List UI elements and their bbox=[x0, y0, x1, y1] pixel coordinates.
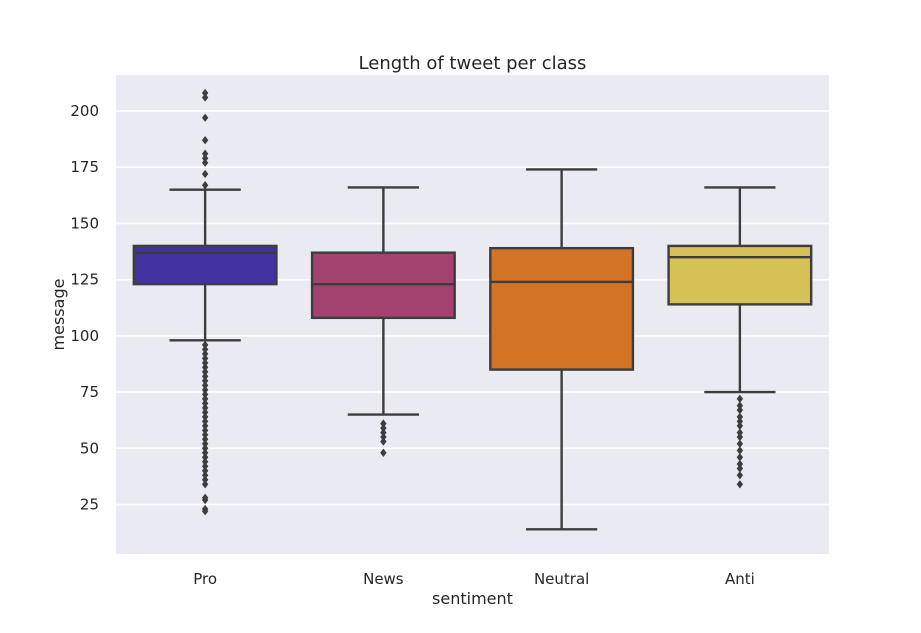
outlier-point bbox=[201, 504, 209, 514]
outlier-point bbox=[736, 453, 744, 462]
outlier-point bbox=[201, 158, 209, 167]
outlier-point bbox=[201, 363, 209, 372]
outlier-point bbox=[380, 423, 387, 433]
outlier-point bbox=[736, 401, 744, 410]
outlier-point bbox=[201, 349, 209, 359]
y-tick-label: 50 bbox=[80, 439, 99, 457]
outlier-point bbox=[201, 457, 209, 466]
outlier-point bbox=[201, 421, 209, 430]
outlier-point bbox=[380, 448, 387, 457]
outlier-point bbox=[736, 432, 744, 442]
outlier-point bbox=[201, 381, 209, 390]
outlier-point bbox=[201, 340, 209, 350]
y-axis-label: message bbox=[49, 279, 68, 351]
y-tick-label: 75 bbox=[80, 383, 99, 401]
outlier-point bbox=[736, 439, 744, 448]
outlier-point bbox=[201, 93, 209, 102]
outlier-point bbox=[201, 154, 209, 163]
outlier-point bbox=[201, 394, 209, 403]
outlier-point bbox=[201, 417, 209, 426]
box-iqr bbox=[489, 246, 635, 371]
outlier-point bbox=[201, 88, 209, 98]
y-tick-label: 25 bbox=[80, 496, 99, 514]
outlier-point bbox=[201, 435, 209, 444]
outlier-point bbox=[736, 480, 744, 489]
outlier-point bbox=[201, 480, 209, 489]
outlier-point bbox=[201, 466, 209, 475]
outlier-point bbox=[380, 419, 387, 428]
outlier-point bbox=[201, 448, 209, 457]
x-tick-labels: Pro News Neutral Anti bbox=[193, 570, 755, 588]
outlier-point bbox=[201, 426, 209, 435]
outlier-point bbox=[380, 437, 387, 446]
outlier-point bbox=[201, 181, 209, 190]
outlier-point bbox=[201, 390, 209, 399]
outlier-point bbox=[736, 421, 744, 430]
outlier-point bbox=[201, 376, 209, 386]
outlier-point bbox=[201, 462, 209, 471]
outlier-point bbox=[201, 354, 209, 363]
outlier-point bbox=[736, 428, 744, 437]
outlier-point bbox=[201, 439, 209, 448]
y-tick-label: 175 bbox=[70, 158, 99, 176]
outlier-point bbox=[201, 412, 209, 421]
box-anti bbox=[667, 186, 813, 489]
outlier-point bbox=[201, 367, 209, 377]
y-tick-label: 150 bbox=[70, 214, 99, 232]
outlier-point bbox=[380, 432, 387, 442]
outlier-point bbox=[201, 493, 209, 502]
outlier-point bbox=[380, 428, 387, 437]
chart-title: Length of tweet per class bbox=[359, 53, 587, 74]
y-tick-label: 125 bbox=[70, 271, 99, 289]
x-tick-label: Neutral bbox=[534, 570, 589, 588]
outlier-point bbox=[201, 471, 209, 480]
y-tick-label: 100 bbox=[70, 327, 99, 345]
outlier-point bbox=[201, 475, 209, 484]
outlier-point bbox=[201, 113, 209, 122]
outlier-point bbox=[201, 403, 209, 412]
outlier-point bbox=[201, 136, 209, 145]
x-axis-label: sentiment bbox=[432, 589, 513, 608]
outlier-point bbox=[201, 399, 209, 408]
outlier-point bbox=[736, 464, 744, 473]
outlier-point bbox=[201, 385, 209, 394]
x-tick-label: Anti bbox=[725, 570, 755, 588]
outlier-point bbox=[201, 169, 209, 179]
outlier-point bbox=[736, 459, 744, 469]
box-news bbox=[310, 186, 456, 457]
outlier-point bbox=[201, 358, 209, 368]
outlier-point bbox=[736, 471, 744, 480]
y-tick-labels: 25 50 75 100 125 150 175 200 bbox=[70, 102, 99, 514]
x-tick-label: News bbox=[363, 570, 404, 588]
outlier-point bbox=[736, 412, 744, 421]
box-iqr bbox=[667, 244, 813, 306]
outlier-point bbox=[201, 345, 209, 354]
outlier-point bbox=[201, 372, 209, 381]
outlier-point bbox=[736, 405, 744, 415]
box-neutral bbox=[489, 168, 635, 531]
outlier-point bbox=[201, 453, 209, 462]
x-tick-label: Pro bbox=[193, 570, 217, 588]
y-tick-label: 200 bbox=[70, 102, 99, 120]
plot-area bbox=[116, 75, 829, 554]
outlier-point bbox=[201, 430, 209, 439]
outlier-point bbox=[736, 394, 744, 403]
outlier-point bbox=[201, 408, 209, 417]
outlier-point bbox=[736, 446, 744, 455]
outlier-point bbox=[201, 149, 209, 158]
box-pro bbox=[132, 88, 278, 516]
outlier-point bbox=[736, 417, 744, 426]
outlier-point bbox=[201, 444, 209, 453]
boxes-layer bbox=[132, 88, 813, 531]
